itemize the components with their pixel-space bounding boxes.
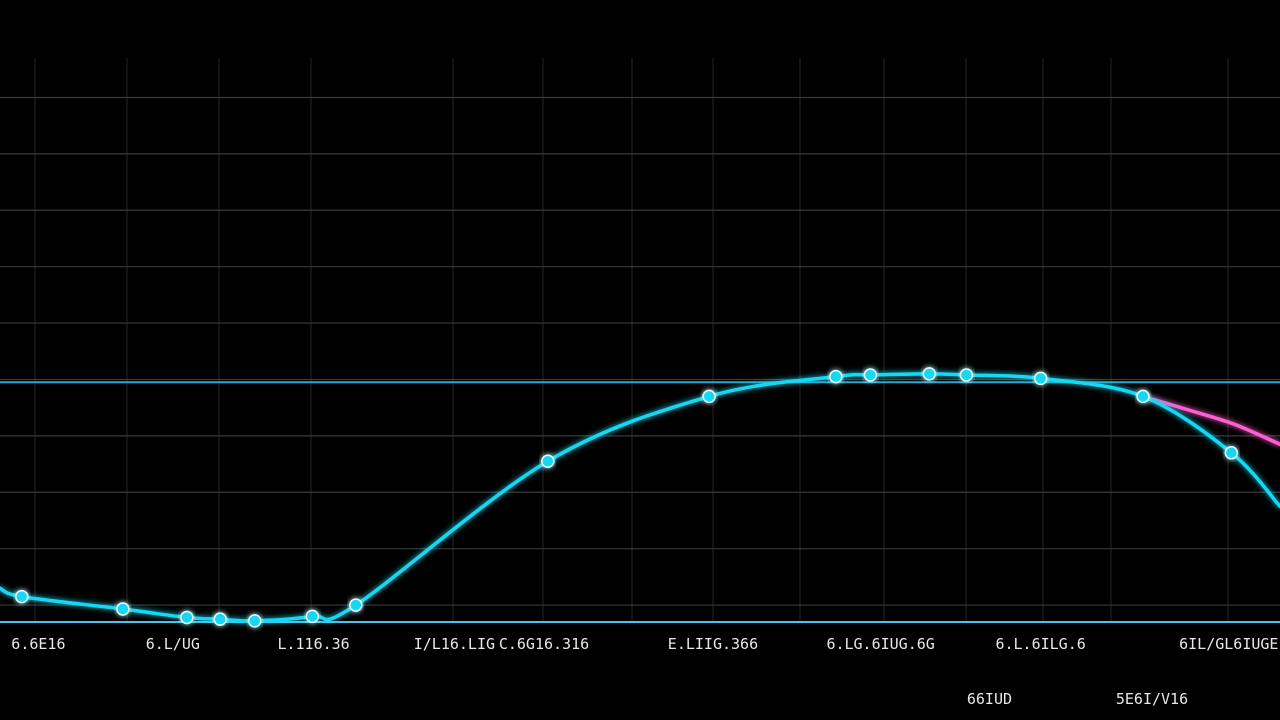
sub-label: 66IUD [967,690,1012,708]
data-point [15,589,29,604]
data-point [541,454,555,469]
data-point [829,369,843,384]
series-lines [0,372,1280,623]
x-tick-label: 6.L/UG [146,635,200,653]
data-point [1033,371,1048,386]
x-tick-label: C.6G16.316 [499,635,589,653]
data-point [1224,446,1239,460]
x-tick-labels: 6.6E16 6.L/UG L.116.36 I/L16.LIG C.6G16.316 E… [11,635,1278,653]
sub-label: 5E6I/V16 [1116,690,1188,708]
data-point [922,367,937,381]
data-point [180,610,194,625]
series-line-1 [0,372,1280,623]
x-tick-label: 6.L.6ILG.6 [995,635,1085,653]
series-markers [15,367,1239,628]
series-line-2 [1141,394,1280,447]
x-tick-label: 6.LG.6IUG.6G [826,635,934,653]
data-point [702,389,716,404]
vertical-gridlines [34,58,1229,622]
x-tick-label: L.116.36 [277,635,349,653]
data-point [863,368,878,382]
data-point [305,609,320,624]
data-point [116,602,130,616]
sub-labels: 66IUD 5E6I/V16 [967,690,1188,708]
x-tick-label: 6.6E16 [11,635,65,653]
x-tick-label: E.LIIG.366 [668,635,758,653]
x-tick-label: 6IL/GL6IUGE [1179,635,1278,653]
data-point [959,368,974,382]
data-point [247,614,262,628]
x-tick-label: I/L16.LIG [414,635,495,653]
data-point [1136,389,1150,404]
data-point [349,598,363,612]
horizontal-gridlines [0,96,1280,606]
data-point [213,612,227,626]
